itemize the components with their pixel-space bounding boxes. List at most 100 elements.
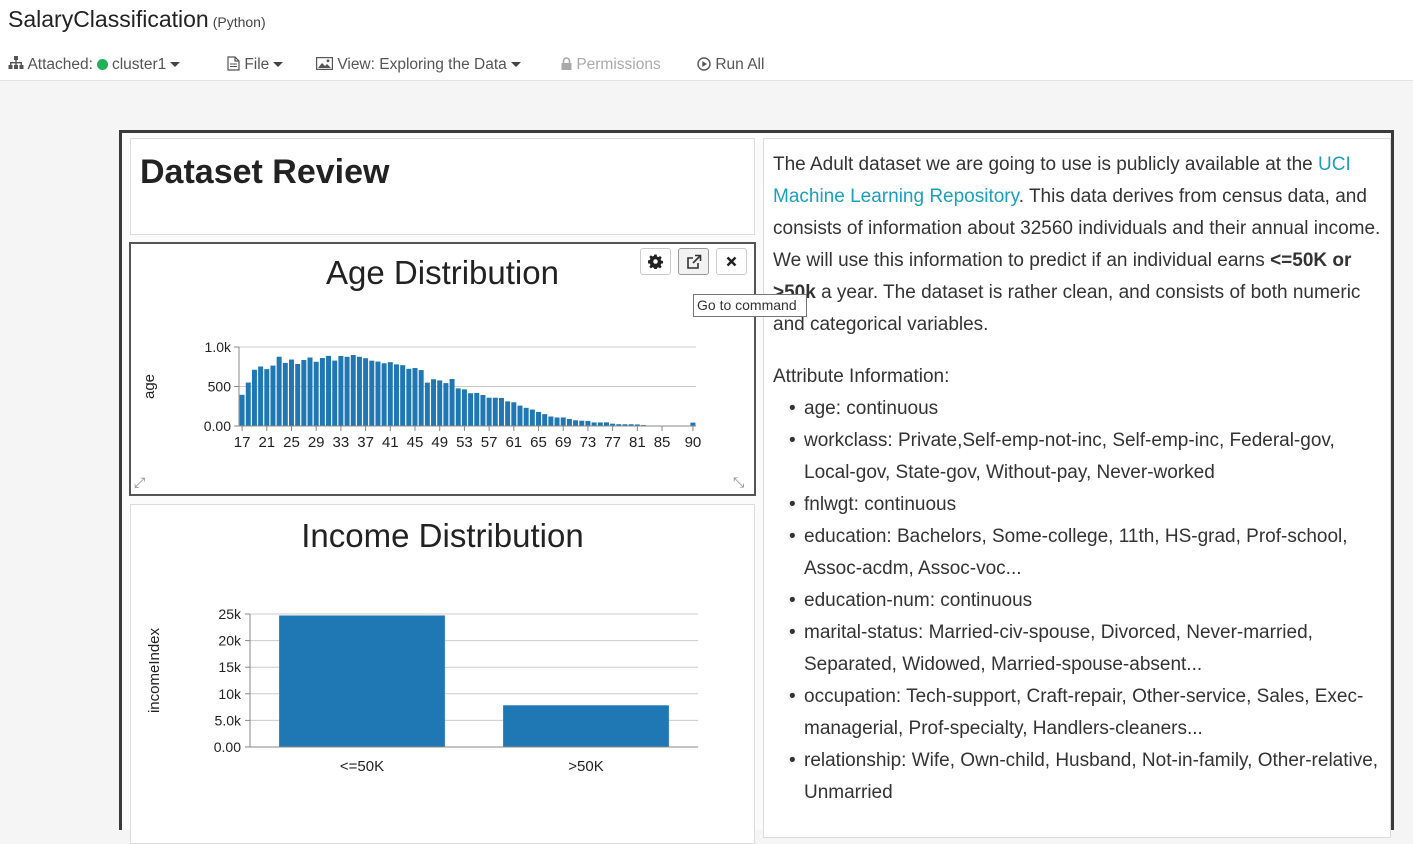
intro-paragraph: The Adult dataset we are going to use is… (773, 149, 1385, 341)
x-tick-label: 41 (382, 434, 399, 451)
age-bar (240, 395, 245, 426)
age-bar (561, 417, 566, 426)
age-bar (332, 361, 337, 426)
age-bar (592, 422, 597, 426)
age-bar (585, 421, 590, 426)
attribute-heading: Attribute Information: (773, 361, 1385, 393)
age-bar (431, 379, 436, 426)
age-bar (530, 410, 535, 426)
age-bar (474, 393, 479, 426)
age-bar (301, 360, 306, 426)
markdown-content: The Adult dataset we are going to use is… (773, 149, 1385, 809)
age-bar (382, 363, 387, 426)
age-bar (351, 355, 356, 426)
resize-handle-icon[interactable]: ⤡ (733, 474, 744, 491)
view-menu[interactable]: View: Exploring the Data (316, 56, 521, 74)
age-bar (567, 419, 572, 426)
age-bar (573, 420, 578, 426)
run-all-label: Run All (715, 56, 764, 73)
x-tick-label: 45 (407, 434, 424, 451)
age-bar (419, 370, 424, 426)
cluster-name: cluster1 (112, 56, 166, 73)
age-bar (308, 358, 313, 426)
age-bar (357, 357, 362, 426)
age-bar (462, 389, 467, 426)
markdown-cell[interactable]: The Adult dataset we are going to use is… (763, 138, 1391, 838)
age-bar (264, 369, 269, 426)
picture-icon (316, 57, 333, 70)
age-bar (289, 360, 294, 426)
age-bar (598, 422, 603, 426)
x-tick-label: 17 (234, 434, 251, 451)
x-tick-label: 69 (555, 434, 572, 451)
age-bar (388, 362, 393, 426)
y-tick-label: 10k (218, 686, 242, 702)
x-tick-label: 65 (530, 434, 547, 451)
age-bar (406, 369, 411, 426)
age-bar (413, 368, 418, 426)
attribute-item: education-num: continuous (789, 585, 1385, 617)
age-bar (548, 417, 553, 426)
age-bar (690, 423, 695, 426)
age-bar (456, 388, 461, 426)
y-tick-label: 15k (218, 659, 242, 675)
x-tick-label: 61 (505, 434, 522, 451)
income-bar (503, 705, 669, 747)
age-bar (320, 358, 325, 426)
y-axis-label: age (141, 374, 158, 399)
y-axis-label: incomeIndex (146, 627, 163, 713)
x-tick-label: <=50K (340, 758, 384, 775)
attribute-item: relationship: Wife, Own-child, Husband, … (789, 745, 1385, 809)
notebook-language: (Python) (213, 14, 266, 30)
notebook-header: SalaryClassification(Python) Attached:cl… (0, 0, 1413, 81)
x-tick-label: 21 (258, 434, 275, 451)
age-bar (511, 402, 516, 426)
y-tick-label: 1.0k (205, 339, 232, 355)
dashboard-title-cell[interactable]: Dataset Review (130, 138, 755, 235)
attribute-item: age: continuous (789, 393, 1385, 425)
age-bar (450, 379, 455, 426)
age-bar (468, 393, 473, 426)
x-tick-label: 49 (431, 434, 448, 451)
age-bar (487, 398, 492, 426)
x-tick-label: 29 (308, 434, 325, 451)
cluster-status-dot (97, 59, 108, 70)
intro-text: a year. The dataset is rather clean, and… (773, 282, 1360, 335)
age-bar (375, 362, 380, 426)
permissions-button[interactable]: Permissions (561, 56, 661, 74)
cluster-attach-menu[interactable]: Attached:cluster1 (8, 56, 180, 74)
cluster-tree-icon (8, 56, 24, 70)
run-all-button[interactable]: Run All (697, 56, 764, 74)
age-bar (524, 408, 529, 426)
y-tick-label: 0.00 (204, 418, 231, 434)
age-bar (437, 380, 442, 426)
permissions-label: Permissions (576, 56, 660, 73)
lock-icon (561, 57, 572, 70)
age-bar (246, 383, 251, 426)
age-bar (555, 417, 560, 426)
x-tick-label: 33 (333, 434, 350, 451)
income-bar (279, 615, 445, 747)
dashboard-title: Dataset Review (140, 153, 389, 192)
y-tick-label: 500 (208, 379, 232, 395)
age-bar (252, 370, 257, 426)
age-bar (369, 361, 374, 426)
resize-handle-icon[interactable]: ⤢ (134, 474, 145, 491)
attribute-item: education: Bachelors, Some-college, 11th… (789, 521, 1385, 585)
attribute-list: age: continuous workclass: Private,Self-… (789, 393, 1385, 809)
caret-down-icon (170, 62, 180, 67)
age-bar (443, 383, 448, 426)
age-bar (295, 364, 300, 426)
age-bar (505, 401, 510, 426)
file-menu[interactable]: File (227, 56, 283, 74)
age-bar (536, 412, 541, 426)
view-label: View: Exploring the Data (337, 56, 506, 73)
notebook-name: SalaryClassification (8, 6, 209, 32)
age-bar (499, 398, 504, 426)
x-tick-label: 90 (685, 434, 702, 451)
age-bar (579, 421, 584, 426)
